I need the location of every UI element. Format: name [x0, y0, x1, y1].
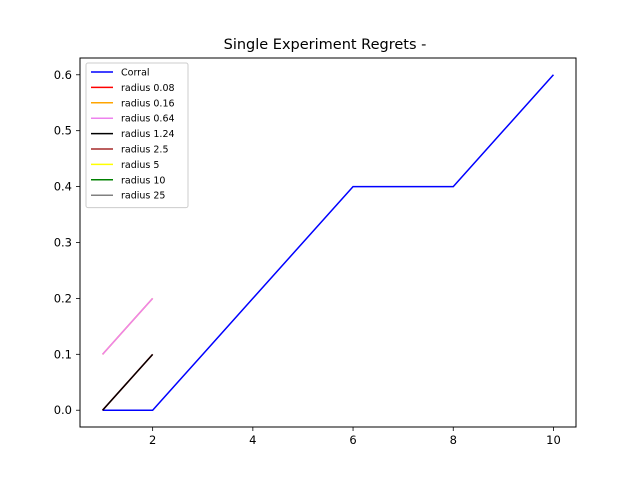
legend-item-radius-0-64: radius 0.64: [91, 114, 175, 125]
legend-item-corral: Corral: [91, 68, 150, 79]
y-tick-label: 0.1: [54, 347, 72, 361]
legend-label: radius 10: [121, 175, 165, 186]
y-axis: 0.0 0.1 0.2 0.3 0.4 0.5 0.6: [54, 68, 80, 417]
legend-box: [85, 62, 189, 209]
legend-item-radius-5: radius 5: [91, 160, 159, 171]
series-line-radius-1-24: [101, 353, 154, 411]
legend-label: radius 5: [121, 160, 159, 171]
legend-label: radius 1.24: [121, 129, 175, 140]
x-tick-label: 4: [249, 433, 256, 447]
chart-title: Single Experiment Regrets -: [224, 37, 427, 53]
legend-item-radius-25: radius 25: [91, 191, 165, 202]
legend-item-radius-10: radius 10: [91, 175, 165, 186]
x-tick-label: 2: [149, 433, 156, 447]
x-tick-label: 6: [349, 433, 356, 447]
legend-item-radius-0-08: radius 0.08: [91, 83, 175, 94]
series-line-radius-0-64: [101, 297, 154, 355]
legend-item-radius-1-24: radius 1.24: [91, 129, 175, 140]
y-tick-label: 0.5: [54, 124, 72, 138]
legend: Corral radius 0.08 radius 0.16 radius 0.64 r…: [85, 62, 189, 209]
y-tick-label: 0.0: [54, 403, 72, 417]
y-tick-label: 0.4: [54, 180, 72, 194]
legend-label: radius 2.5: [121, 145, 169, 156]
x-tick-label: 10: [546, 433, 561, 447]
x-axis: 2 4 6 8 10: [149, 427, 561, 447]
series-line-corral: [102, 74, 555, 411]
x-tick-label: 8: [450, 433, 457, 447]
legend-label: radius 0.08: [121, 83, 175, 94]
y-tick-label: 0.2: [54, 291, 72, 305]
legend-item-radius-2-5: radius 2.5: [91, 145, 169, 156]
y-tick-label: 0.6: [54, 68, 72, 82]
legend-label: radius 25: [121, 191, 165, 202]
legend-label: radius 0.64: [121, 114, 175, 125]
y-tick-label: 0.3: [54, 236, 72, 250]
legend-item-radius-0-16: radius 0.16: [91, 98, 175, 109]
legend-label: radius 0.16: [121, 98, 175, 109]
legend-label: Corral: [121, 68, 150, 79]
plot-area: [101, 74, 555, 411]
